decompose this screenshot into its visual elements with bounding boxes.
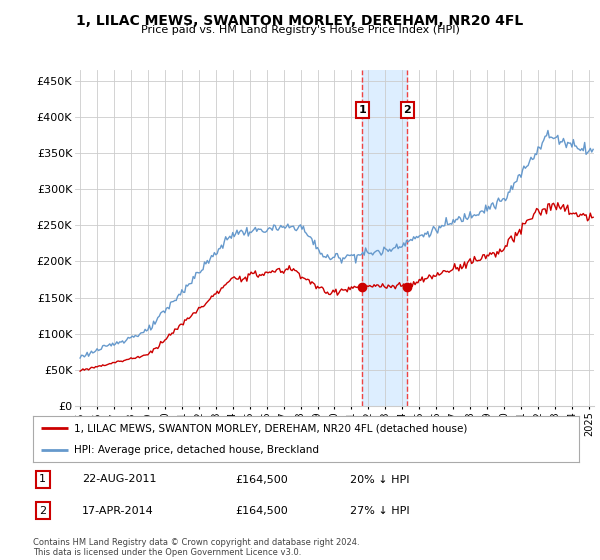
- Text: Price paid vs. HM Land Registry's House Price Index (HPI): Price paid vs. HM Land Registry's House …: [140, 25, 460, 35]
- Text: 17-APR-2014: 17-APR-2014: [82, 506, 154, 516]
- Text: 20% ↓ HPI: 20% ↓ HPI: [350, 474, 409, 484]
- Text: 1, LILAC MEWS, SWANTON MORLEY, DEREHAM, NR20 4FL (detached house): 1, LILAC MEWS, SWANTON MORLEY, DEREHAM, …: [74, 423, 467, 433]
- Text: 1: 1: [358, 105, 366, 115]
- Text: 22-AUG-2011: 22-AUG-2011: [82, 474, 157, 484]
- Text: HPI: Average price, detached house, Breckland: HPI: Average price, detached house, Brec…: [74, 445, 319, 455]
- Text: 27% ↓ HPI: 27% ↓ HPI: [350, 506, 409, 516]
- Text: 2: 2: [403, 105, 411, 115]
- Text: £164,500: £164,500: [235, 474, 288, 484]
- Text: 2: 2: [39, 506, 46, 516]
- Bar: [362, 70, 407, 406]
- Text: Contains HM Land Registry data © Crown copyright and database right 2024.
This d: Contains HM Land Registry data © Crown c…: [33, 538, 359, 557]
- Text: £164,500: £164,500: [235, 506, 288, 516]
- Text: 1: 1: [40, 474, 46, 484]
- Text: 1, LILAC MEWS, SWANTON MORLEY, DEREHAM, NR20 4FL: 1, LILAC MEWS, SWANTON MORLEY, DEREHAM, …: [76, 14, 524, 28]
